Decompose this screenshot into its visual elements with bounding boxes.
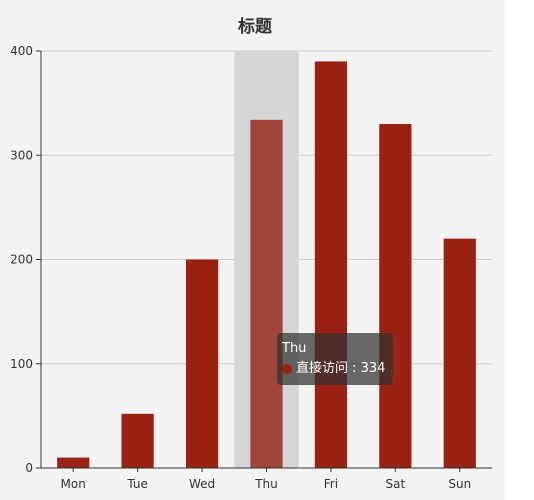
tooltip-series-value: 直接访问 : 334 bbox=[296, 361, 386, 376]
x-tick-label: Wed bbox=[189, 477, 215, 491]
x-axis-labels: Mon Tue Wed Thu Fri Sat Sun bbox=[61, 477, 472, 491]
chart-title: 标题 bbox=[238, 16, 273, 37]
x-tick-label: Thu bbox=[254, 477, 278, 491]
y-tick-label: 400 bbox=[10, 44, 33, 58]
bar-mon bbox=[57, 457, 90, 468]
bar-thu bbox=[250, 119, 283, 469]
y-tick-label: 0 bbox=[25, 461, 33, 475]
axes bbox=[40, 51, 492, 472]
bar-sun bbox=[443, 238, 476, 468]
y-tick-label: 300 bbox=[10, 148, 33, 162]
bar-fri bbox=[314, 61, 348, 469]
tooltip-row: 直接访问 : 334 bbox=[282, 359, 388, 379]
y-axis-labels: 0 100 200 300 400 bbox=[10, 44, 33, 475]
bar-wed bbox=[185, 259, 219, 468]
x-tick-label: Sun bbox=[448, 477, 471, 491]
x-tick-label: Sat bbox=[386, 477, 406, 491]
x-tick-label: Tue bbox=[126, 477, 148, 491]
x-tick-label: Fri bbox=[324, 477, 338, 491]
series-color-dot bbox=[282, 364, 292, 374]
bars bbox=[57, 61, 476, 469]
y-tick-label: 200 bbox=[10, 253, 33, 267]
tooltip: Thu 直接访问 : 334 bbox=[277, 333, 393, 385]
bar-tue bbox=[121, 413, 154, 468]
bar-sat bbox=[379, 123, 412, 468]
x-tick-label: Mon bbox=[61, 477, 86, 491]
y-tick-label: 100 bbox=[10, 357, 33, 371]
tooltip-category: Thu bbox=[282, 341, 307, 356]
